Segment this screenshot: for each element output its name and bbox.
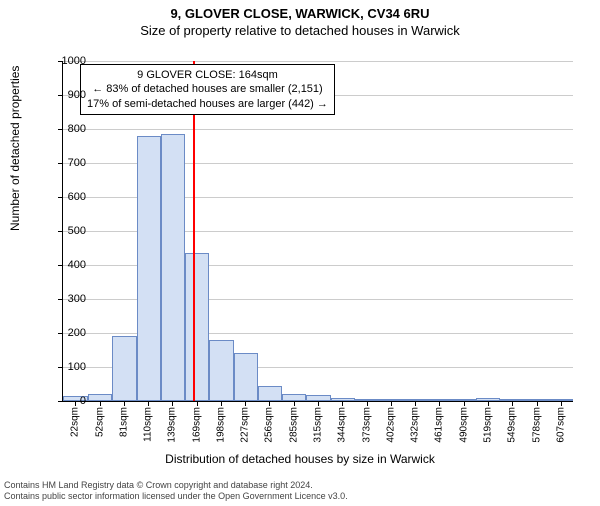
x-tick-label: 519sqm — [482, 407, 493, 443]
x-tick-label: 607sqm — [555, 407, 566, 443]
histogram-bar — [258, 386, 282, 401]
x-tick-label: 432sqm — [410, 407, 421, 443]
x-tick-label: 315sqm — [313, 407, 324, 443]
chart-title: 9, GLOVER CLOSE, WARWICK, CV34 6RU — [0, 6, 600, 21]
x-tick — [148, 401, 149, 406]
y-tick-label: 900 — [46, 89, 86, 101]
x-tick-label: 402sqm — [385, 407, 396, 443]
histogram-bar — [161, 134, 185, 401]
x-tick — [245, 401, 246, 406]
attribution-line-1: Contains HM Land Registry data © Crown c… — [4, 480, 596, 491]
y-tick-label: 100 — [46, 361, 86, 373]
annotation-line-2: ← 83% of detached houses are smaller (2,… — [87, 82, 328, 96]
y-tick-label: 500 — [46, 225, 86, 237]
x-tick-label: 139sqm — [167, 407, 178, 443]
x-tick-label: 227sqm — [240, 407, 251, 443]
histogram-bar — [112, 336, 137, 401]
x-tick-label: 373sqm — [361, 407, 372, 443]
x-axis-label: Distribution of detached houses by size … — [0, 452, 600, 466]
x-tick — [100, 401, 101, 406]
y-tick-label: 400 — [46, 259, 86, 271]
annotation-line-1: 9 GLOVER CLOSE: 164sqm — [87, 68, 328, 82]
x-tick — [269, 401, 270, 406]
y-tick-label: 700 — [46, 157, 86, 169]
annotation-line-3: 17% of semi-detached houses are larger (… — [87, 97, 328, 111]
histogram-bar — [282, 394, 306, 401]
x-tick — [318, 401, 319, 406]
x-tick-label: 198sqm — [216, 407, 227, 443]
y-tick-label: 200 — [46, 327, 86, 339]
gridline — [63, 129, 573, 130]
x-tick-label: 81sqm — [119, 407, 130, 437]
y-tick-label: 800 — [46, 123, 86, 135]
x-tick — [561, 401, 562, 406]
x-tick — [488, 401, 489, 406]
y-tick-label: 300 — [46, 293, 86, 305]
histogram-bar — [137, 136, 161, 401]
x-tick-label: 344sqm — [337, 407, 348, 443]
histogram-bar — [234, 353, 258, 401]
y-tick-label: 1000 — [46, 55, 86, 67]
x-tick — [172, 401, 173, 406]
x-tick-label: 578sqm — [531, 407, 542, 443]
x-tick — [294, 401, 295, 406]
y-tick-label: 0 — [46, 395, 86, 407]
x-tick — [197, 401, 198, 406]
attribution-text: Contains HM Land Registry data © Crown c… — [4, 480, 596, 502]
histogram-bar — [209, 340, 234, 401]
x-tick-label: 110sqm — [143, 407, 154, 442]
y-tick-label: 600 — [46, 191, 86, 203]
x-tick-label: 461sqm — [434, 407, 445, 443]
x-tick — [464, 401, 465, 406]
x-tick — [391, 401, 392, 406]
x-tick-label: 549sqm — [507, 407, 518, 443]
x-tick-label: 22sqm — [70, 407, 81, 437]
x-tick-label: 256sqm — [264, 407, 275, 443]
attribution-line-2: Contains public sector information licen… — [4, 491, 596, 502]
x-tick-label: 52sqm — [95, 407, 106, 437]
x-tick — [124, 401, 125, 406]
gridline — [63, 61, 573, 62]
x-tick — [342, 401, 343, 406]
x-tick — [512, 401, 513, 406]
x-tick-label: 285sqm — [288, 407, 299, 443]
chart-subtitle: Size of property relative to detached ho… — [0, 23, 600, 38]
x-tick — [439, 401, 440, 406]
annotation-box: 9 GLOVER CLOSE: 164sqm ← 83% of detached… — [80, 64, 335, 115]
histogram-bar — [88, 394, 112, 401]
x-tick — [367, 401, 368, 406]
histogram-bar — [185, 253, 209, 401]
x-tick — [537, 401, 538, 406]
x-tick-label: 490sqm — [458, 407, 469, 443]
x-tick — [221, 401, 222, 406]
y-axis-label: Number of detached properties — [8, 66, 22, 231]
x-tick — [415, 401, 416, 406]
x-tick-label: 169sqm — [192, 407, 203, 443]
